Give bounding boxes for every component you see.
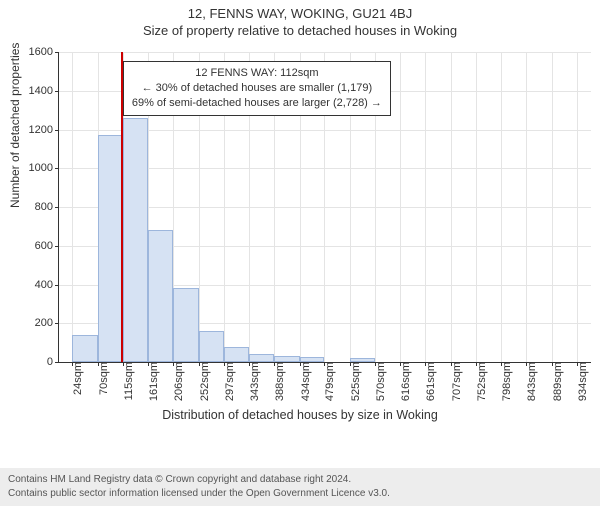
annotation-box: 12 FENNS WAY: 112sqm← 30% of detached ho… (123, 61, 391, 116)
gridline-vertical (451, 52, 452, 362)
gridline-vertical (501, 52, 502, 362)
histogram-bar (274, 356, 299, 362)
x-tick-label: 343sqm (245, 362, 261, 401)
gridline-vertical (552, 52, 553, 362)
footer-line-1: Contains HM Land Registry data © Crown c… (8, 473, 592, 487)
title-sub: Size of property relative to detached ho… (0, 23, 600, 38)
gridline-vertical (72, 52, 73, 362)
histogram-chart: Number of detached properties 0200400600… (0, 48, 600, 428)
histogram-bar (72, 335, 97, 362)
x-tick-label: 843sqm (522, 362, 538, 401)
x-tick-label: 661sqm (421, 362, 437, 401)
y-tick-label: 1000 (29, 162, 59, 174)
x-tick-label: 798sqm (497, 362, 513, 401)
histogram-bar (123, 118, 148, 362)
y-tick-label: 800 (35, 201, 59, 213)
title-main: 12, FENNS WAY, WOKING, GU21 4BJ (0, 6, 600, 21)
x-tick-label: 479sqm (320, 362, 336, 401)
x-tick-label: 934sqm (573, 362, 589, 401)
histogram-bar (148, 230, 173, 362)
y-tick-label: 1400 (29, 85, 59, 97)
x-tick-label: 252sqm (195, 362, 211, 401)
gridline-vertical (425, 52, 426, 362)
gridline-vertical (526, 52, 527, 362)
x-tick-label: 70sqm (94, 362, 110, 395)
x-tick-label: 752sqm (472, 362, 488, 401)
plot-area: 0200400600800100012001400160024sqm70sqm1… (58, 52, 591, 363)
y-tick-label: 400 (35, 279, 59, 291)
histogram-bar (199, 331, 224, 362)
y-tick-label: 1200 (29, 124, 59, 136)
x-tick-label: 388sqm (270, 362, 286, 401)
histogram-bar (350, 358, 375, 362)
histogram-bar (224, 347, 249, 363)
gridline-vertical (400, 52, 401, 362)
x-tick-label: 206sqm (169, 362, 185, 401)
x-tick-label: 570sqm (371, 362, 387, 401)
y-axis-label: Number of detached properties (8, 43, 22, 208)
x-tick-label: 297sqm (220, 362, 236, 401)
x-tick-label: 434sqm (296, 362, 312, 401)
x-tick-label: 24sqm (68, 362, 84, 395)
x-tick-label: 525sqm (346, 362, 362, 401)
histogram-bar (98, 135, 123, 362)
footer-attribution: Contains HM Land Registry data © Crown c… (0, 468, 600, 506)
annotation-line: ← 30% of detached houses are smaller (1,… (132, 81, 382, 96)
histogram-bar (173, 288, 198, 362)
x-tick-label: 616sqm (396, 362, 412, 401)
y-tick-label: 1600 (29, 46, 59, 58)
gridline-vertical (476, 52, 477, 362)
y-tick-label: 0 (47, 356, 59, 368)
annotation-line: 12 FENNS WAY: 112sqm (132, 66, 382, 81)
histogram-bar (249, 354, 274, 362)
x-axis-label: Distribution of detached houses by size … (0, 408, 600, 422)
y-tick-label: 200 (35, 317, 59, 329)
footer-line-2: Contains public sector information licen… (8, 487, 592, 501)
x-tick-label: 115sqm (119, 362, 135, 400)
x-tick-label: 707sqm (447, 362, 463, 401)
histogram-bar (300, 357, 325, 362)
annotation-line: 69% of semi-detached houses are larger (… (132, 96, 382, 111)
x-tick-label: 889sqm (548, 362, 564, 401)
y-tick-label: 600 (35, 240, 59, 252)
x-tick-label: 161sqm (144, 362, 160, 401)
gridline-vertical (577, 52, 578, 362)
